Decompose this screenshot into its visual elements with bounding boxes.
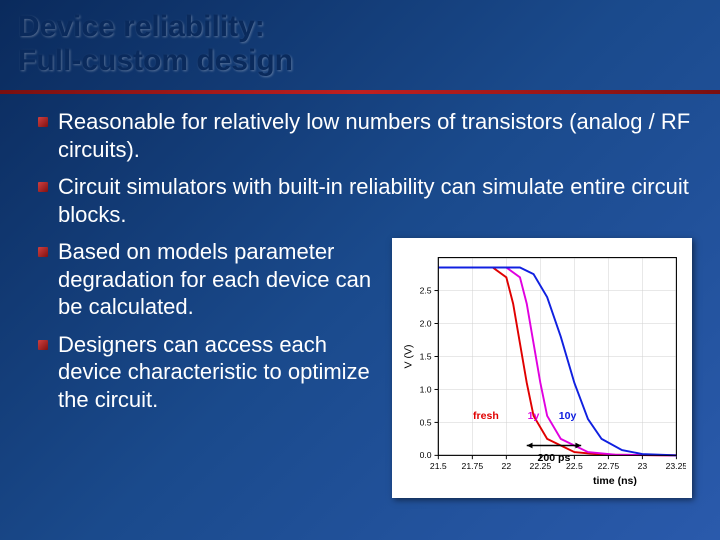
title-block: Device reliability: Full-custom design (0, 0, 720, 84)
svg-text:fresh: fresh (473, 410, 499, 422)
svg-text:2.5: 2.5 (420, 285, 432, 295)
svg-text:23.25: 23.25 (666, 461, 686, 471)
bullet-row: Reasonable for relatively low numbers of… (38, 108, 692, 163)
bullet-icon (38, 247, 48, 257)
svg-text:21.75: 21.75 (462, 461, 484, 471)
content: Reasonable for relatively low numbers of… (0, 108, 720, 498)
bullet-text: Reasonable for relatively low numbers of… (58, 108, 692, 163)
chart-container: 21.521.752222.2522.522.752323.250.00.51.… (392, 238, 692, 498)
bullet-row: Based on models parameter degradation fo… (38, 238, 378, 321)
title-line1: Device reliability: (18, 10, 702, 44)
svg-text:200 ps: 200 ps (538, 452, 571, 464)
svg-text:22.75: 22.75 (598, 461, 620, 471)
bullet-icon (38, 117, 48, 127)
svg-text:0.5: 0.5 (420, 417, 432, 427)
bullet-text: Designers can access each device charact… (58, 331, 378, 414)
bullet-icon (38, 340, 48, 350)
svg-text:2.0: 2.0 (420, 318, 432, 328)
svg-text:time (ns): time (ns) (593, 475, 637, 487)
degradation-chart: 21.521.752222.2522.522.752323.250.00.51.… (398, 244, 686, 492)
bullet-text: Based on models parameter degradation fo… (58, 238, 378, 321)
bullet-row: Designers can access each device charact… (38, 331, 378, 414)
svg-text:1.5: 1.5 (420, 351, 432, 361)
title-line2: Full-custom design (18, 44, 702, 78)
svg-text:21.5: 21.5 (430, 461, 447, 471)
svg-text:V (V): V (V) (402, 344, 414, 368)
bullet-row: Circuit simulators with built-in reliabi… (38, 173, 692, 228)
bullet-icon (38, 182, 48, 192)
slide: Device reliability: Full-custom design R… (0, 0, 720, 540)
lower-section: Based on models parameter degradation fo… (38, 238, 692, 498)
bullet-text: Circuit simulators with built-in reliabi… (58, 173, 692, 228)
svg-text:10y: 10y (559, 410, 577, 422)
svg-text:1y: 1y (528, 410, 540, 422)
svg-text:1.0: 1.0 (420, 384, 432, 394)
svg-text:23: 23 (638, 461, 648, 471)
svg-text:0.0: 0.0 (420, 450, 432, 460)
divider (0, 90, 720, 94)
svg-text:22: 22 (502, 461, 512, 471)
lower-left: Based on models parameter degradation fo… (38, 238, 378, 498)
